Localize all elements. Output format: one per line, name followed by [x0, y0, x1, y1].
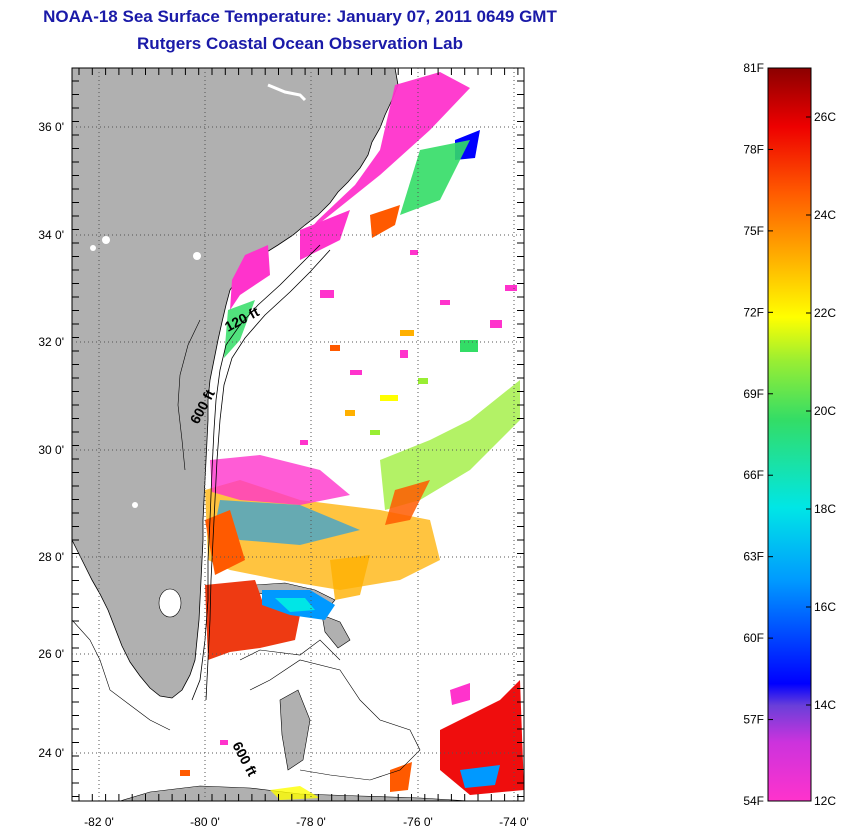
sound-water [267, 83, 307, 102]
lat-tick-label: 24 0' [38, 746, 64, 760]
map-border [71, 67, 525, 802]
colorbar-label-celsius: 16C [814, 600, 836, 614]
colorbar-label-celsius: 20C [814, 404, 836, 418]
colorbar [767, 67, 812, 802]
colorbar-label-celsius: 24C [814, 208, 836, 222]
colorbar-label-fahrenheit: 78F [743, 142, 764, 156]
lake-icon [90, 245, 96, 251]
bahamas-contour-2 [239, 639, 341, 661]
land-southeast-us [72, 68, 399, 699]
lake-okeechobee [158, 588, 182, 618]
colorbar-label-fahrenheit: 60F [743, 631, 764, 645]
lat-tick-label: 36 0' [38, 120, 64, 134]
contour-120ft [191, 244, 321, 701]
lake-icon [102, 236, 110, 244]
colorbar-label-fahrenheit: 54F [743, 794, 764, 808]
bahamas-contour [249, 659, 421, 781]
axis-ticks: -82 0' -80 0' -78 0' -76 0' -74 0' 36 0' 34 0'… [38, 68, 529, 829]
colorbar-label-celsius: 18C [814, 502, 836, 516]
colorbar-label-celsius: 12C [814, 794, 836, 808]
colorbar-label-fahrenheit: 75F [743, 224, 764, 238]
map-subtitle: Rutgers Coastal Ocean Observation Lab [137, 34, 463, 53]
lon-tick-label: -82 0' [84, 815, 114, 829]
contour-600ft [205, 249, 331, 701]
lat-tick-label: 28 0' [38, 550, 64, 564]
sst-data-layer [180, 72, 524, 800]
island-abaco [321, 614, 351, 649]
lake-icon [193, 252, 201, 260]
colorbar-label-fahrenheit: 81F [743, 61, 764, 75]
florida-keys-contour [72, 619, 171, 731]
graticule [72, 68, 524, 801]
colorbar-label-celsius: 14C [814, 698, 836, 712]
lat-tick-label: 34 0' [38, 228, 64, 242]
colorbar-label-celsius: 22C [814, 306, 836, 320]
lat-tick-label: 26 0' [38, 647, 64, 661]
island-andros [279, 689, 311, 771]
lat-tick-label: 32 0' [38, 335, 64, 349]
colorbar-label-celsius: 26C [814, 110, 836, 124]
colorbar-label-fahrenheit: 66F [743, 468, 764, 482]
map-title: NOAA-18 Sea Surface Temperature: January… [43, 7, 557, 26]
coastal-contour [177, 319, 201, 471]
lake-icon [132, 502, 138, 508]
lat-tick-label: 30 0' [38, 443, 64, 457]
colorbar-label-fahrenheit: 63F [743, 550, 764, 564]
lon-tick-label: -80 0' [190, 815, 220, 829]
colorbar-label-fahrenheit: 72F [743, 305, 764, 319]
colorbar-label-fahrenheit: 57F [743, 713, 764, 727]
lon-tick-label: -76 0' [403, 815, 433, 829]
lon-tick-label: -74 0' [499, 815, 529, 829]
colorbar-label-fahrenheit: 69F [743, 387, 764, 401]
lon-tick-label: -78 0' [296, 815, 326, 829]
colorbar-ticks: 81F 78F 75F 72F 69F 66F 63F 60F 57F 54F 26C 24C 22C 2… [743, 61, 836, 808]
